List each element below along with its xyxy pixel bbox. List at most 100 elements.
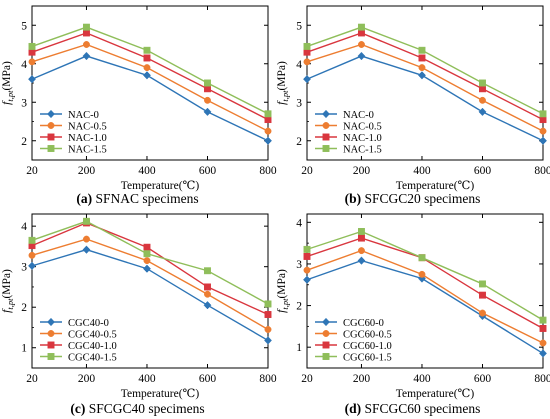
legend-marker	[322, 353, 330, 360]
chart-panel-c: 1 2 3 4 20 200 400 600 800 Temperature(℃) ft,pt(MP…	[1, 213, 277, 400]
y-axis-label: ft,pt(MPa)	[276, 269, 290, 313]
data-point-NAC-0.5	[204, 96, 211, 104]
y-tick-label: 1	[21, 343, 27, 355]
data-point-CGC60-1.0	[539, 325, 547, 332]
x-axis-label: Temperature(℃)	[396, 180, 475, 192]
legend-label: NAC-0	[343, 110, 374, 121]
legend-label: NAC-0.5	[68, 122, 107, 133]
data-point-NAC-0.5	[418, 64, 426, 72]
data-point-CGC60-1.5	[479, 280, 486, 288]
x-tick-label: 800	[259, 373, 277, 385]
legend-marker	[322, 133, 330, 141]
data-point-NAC-1.5	[539, 110, 547, 118]
data-point-CGC40-1.5	[28, 236, 36, 244]
y-axis-label: ft,pt(MPa)	[276, 61, 290, 105]
legend-label: CGC40-0.5	[68, 330, 117, 341]
data-point-NAC-0	[264, 136, 272, 145]
data-point-CGC60-1.5	[539, 316, 547, 324]
x-tick-label: 200	[78, 165, 96, 177]
data-point-NAC-0	[478, 107, 487, 117]
data-point-NAC-1.5	[303, 42, 311, 50]
y-tick-label: 3	[21, 262, 27, 274]
caption-b-letter: (b)	[344, 191, 362, 206]
x-tick-label: 400	[413, 373, 431, 385]
data-point-CGC60-1.5	[303, 245, 311, 253]
y-tick-label: 4	[296, 217, 302, 229]
data-point-NAC-0.5	[264, 127, 272, 135]
data-point-NAC-0.5	[143, 64, 151, 72]
caption-d-text: SFCGC60 specimens	[364, 401, 481, 416]
y-axis-label: ft,pt(MPa)	[1, 61, 15, 105]
data-point-CGC60-1.0	[303, 253, 311, 260]
x-tick-label: 20	[301, 373, 313, 385]
data-point-CGC40-0.5	[264, 326, 272, 333]
data-point-NAC-0.5	[479, 96, 486, 104]
data-point-CGC40-1.5	[143, 250, 151, 258]
data-point-CGC40-1.0	[264, 311, 272, 318]
series-line-CGC60-1.0	[306, 237, 544, 330]
y-tick-label: 5	[21, 20, 27, 32]
caption-d-letter: (d)	[344, 401, 362, 416]
y-tick-label: 2	[21, 136, 27, 148]
legend-label: CGC40-0	[68, 318, 109, 329]
x-tick-label: 200	[78, 373, 96, 385]
x-tick-label: 400	[413, 165, 431, 177]
plot-frame	[31, 213, 269, 369]
x-tick-label: 20	[26, 165, 38, 177]
data-point-NAC-1.5	[204, 79, 211, 87]
legend-label: CGC60-0.5	[343, 330, 392, 341]
y-tick-label: 3	[296, 259, 302, 271]
data-point-CGC60-1.5	[358, 228, 365, 235]
data-point-NAC-0.5	[358, 41, 365, 48]
data-point-CGC40-1.5	[83, 217, 90, 225]
y-tick-label: 2	[21, 302, 27, 314]
data-point-NAC-0	[28, 74, 36, 84]
legend-label: CGC60-0	[343, 318, 384, 329]
data-point-NAC-0	[82, 51, 91, 61]
y-axis-label: ft,pt(MPa)	[1, 269, 15, 313]
data-point-NAC-0	[303, 74, 311, 84]
data-point-CGC40-0.5	[143, 257, 151, 265]
data-point-CGC40-0	[143, 264, 151, 273]
y-tick-label: 5	[296, 20, 302, 32]
y-tick-label: 4	[21, 221, 27, 233]
x-tick-label: 800	[259, 165, 277, 177]
legend-marker	[47, 145, 55, 152]
x-tick-label: 800	[534, 165, 550, 177]
data-point-NAC-1.5	[264, 110, 272, 118]
data-point-NAC-1.5	[143, 46, 151, 54]
data-point-CGC60-0.5	[539, 339, 547, 347]
legend-label: NAC-1.0	[343, 133, 382, 144]
legend-marker	[322, 341, 330, 349]
caption-a: (a) SFNAC specimens	[0, 191, 275, 207]
legend-marker	[322, 122, 330, 129]
data-point-CGC60-0	[303, 275, 311, 284]
data-point-NAC-1.0	[28, 48, 36, 56]
data-point-CGC60-1.5	[418, 254, 426, 262]
data-point-NAC-0.5	[303, 58, 311, 66]
data-point-CGC40-1.5	[264, 300, 272, 308]
legend-label: CGC40-1.5	[68, 353, 117, 364]
data-point-CGC60-1.0	[358, 234, 365, 242]
y-tick-label: 3	[296, 97, 302, 109]
x-axis-label: Temperature(℃)	[121, 180, 200, 192]
y-tick-label: 2	[296, 301, 302, 313]
x-tick-label: 600	[199, 373, 217, 385]
chart-panel-b: 2 3 4 5 20 200 400 600 800 Temperature(℃) ft,pt(MP…	[276, 5, 550, 192]
legend-marker	[47, 317, 55, 327]
legend-label: NAC-0.5	[343, 122, 382, 133]
data-point-NAC-1.5	[28, 42, 36, 50]
data-point-CGC40-0	[264, 336, 272, 345]
data-point-NAC-1.0	[479, 85, 486, 93]
data-point-CGC60-0.5	[479, 309, 486, 317]
x-tick-label: 800	[534, 373, 550, 385]
y-tick-label: 3	[21, 97, 27, 109]
data-point-NAC-1.0	[143, 54, 151, 62]
data-point-NAC-1.5	[479, 79, 486, 87]
plot-frame	[306, 213, 544, 369]
caption-b: (b) SFCGC20 specimens	[275, 191, 550, 207]
data-point-NAC-0	[418, 71, 426, 80]
legend-marker	[322, 145, 330, 152]
data-point-NAC-1.0	[418, 54, 426, 62]
